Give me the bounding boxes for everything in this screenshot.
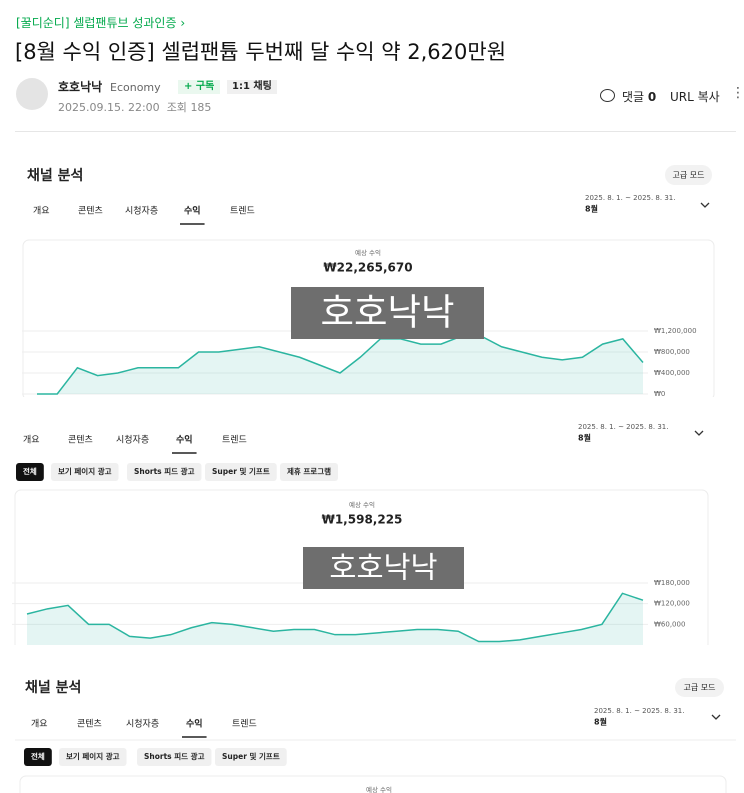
chart-label: 예상 수익 <box>349 500 375 509</box>
tab[interactable]: 수익 <box>184 205 201 217</box>
filter-label: 보기 페이지 광고 <box>66 751 120 761</box>
mode-label: 고급 모드 <box>684 683 716 692</box>
filter-chip[interactable] <box>51 463 119 481</box>
mode-button[interactable] <box>665 165 712 185</box>
tab[interactable]: 개요 <box>33 206 50 217</box>
chart-label: 예상 수익 <box>366 785 392 793</box>
screenshot-gap <box>0 645 744 665</box>
subscribe-text: 구독 <box>195 81 215 92</box>
filter-chip[interactable] <box>280 463 339 481</box>
tab[interactable]: 개요 <box>31 719 48 730</box>
tab[interactable]: 수익 <box>176 434 193 446</box>
grade: Economy <box>110 81 161 94</box>
chart-total: ₩22,265,670 <box>323 261 412 275</box>
chevron[interactable] <box>711 714 721 720</box>
tab[interactable]: 트렌드 <box>222 435 247 446</box>
y-tick-label: ₩800,000 <box>654 348 690 356</box>
month: 8월 <box>594 717 607 727</box>
filter-chip[interactable] <box>127 463 202 481</box>
date-range: 2025. 8. 1. ~ 2025. 8. 31. <box>594 707 684 715</box>
area <box>27 593 643 645</box>
filter-label: Shorts 피드 광고 <box>144 751 205 761</box>
watermark: 호호낙낙 <box>321 291 455 334</box>
filter-label: 전체 <box>31 751 45 761</box>
date-range: 2025. 8. 1. ~ 2025. 8. 31. <box>585 194 675 202</box>
tab[interactable]: 시청자층 <box>126 719 159 730</box>
filter-chip[interactable] <box>137 748 212 766</box>
filter-label: Shorts 피드 광고 <box>134 466 195 476</box>
date: 2025.09.15. 22:00 <box>58 101 160 114</box>
filter-label: Super 및 기프트 <box>212 466 270 476</box>
tab[interactable]: 콘텐츠 <box>77 719 102 730</box>
chart-label: 예상 수익 <box>355 248 381 257</box>
filter-label: Super 및 기프트 <box>222 751 280 761</box>
y-tick-label: ₩1,200,000 <box>654 327 697 335</box>
views-label: 조회 <box>166 101 187 114</box>
post-meta: 2025.09.15. 22:00 조회 185 <box>58 102 211 113</box>
filter-chip[interactable] <box>16 463 44 481</box>
tab[interactable]: 트렌드 <box>230 206 255 217</box>
tab[interactable]: 시청자층 <box>125 206 158 217</box>
panel-heading: 채널 분석 <box>27 168 83 184</box>
comment-icon[interactable] <box>600 89 615 102</box>
filter-chip[interactable] <box>59 748 127 766</box>
y-tick-label: ₩60,000 <box>654 620 685 628</box>
url-copy[interactable]: URL 복사 <box>670 90 720 104</box>
comments-count: 0 <box>647 90 657 104</box>
watermark-box <box>303 547 464 589</box>
more-menu[interactable]: ⋮ <box>731 85 744 101</box>
views: 185 <box>190 101 212 114</box>
chevron[interactable] <box>694 430 704 436</box>
y-tick-label: ₩180,000 <box>654 579 690 587</box>
y-tick-label: ₩400,000 <box>654 369 690 377</box>
area <box>37 336 643 394</box>
panel-heading: 채널 분석 <box>25 680 81 696</box>
avatar[interactable] <box>16 78 48 110</box>
tab[interactable]: 수익 <box>186 718 203 730</box>
month: 8월 <box>585 204 598 214</box>
y-tick-label: ₩120,000 <box>654 600 690 608</box>
filter-chip[interactable] <box>24 748 52 766</box>
watermark-box <box>291 287 484 339</box>
tab[interactable]: 콘텐츠 <box>78 206 103 217</box>
filter-chip[interactable] <box>205 463 277 481</box>
divider <box>15 131 736 132</box>
tab[interactable]: 콘텐츠 <box>68 435 93 446</box>
chevron[interactable] <box>700 202 710 208</box>
chat-button[interactable]: 1:1 채팅 <box>227 80 277 94</box>
mode-button[interactable] <box>675 678 724 697</box>
y-tick-label: ₩0 <box>654 390 665 398</box>
screenshot-gap <box>0 397 744 418</box>
chart-card <box>19 775 727 793</box>
breadcrumb-text: [꿀디순디] 셀럽팬튜브 성과인증 <box>16 16 177 30</box>
breadcrumb[interactable]: [꿀디순디] 셀럽팬튜브 성과인증 › <box>16 16 186 30</box>
filter-label: 전체 <box>23 466 37 476</box>
month: 8월 <box>578 433 591 443</box>
post-title: [8월 수익 인증] 셀럽팬튭 두번째 달 수익 약 2,620만원 <box>15 40 507 64</box>
line <box>26 592 644 643</box>
chart-total: ₩1,598,225 <box>322 513 403 527</box>
date-range: 2025. 8. 1. ~ 2025. 8. 31. <box>578 423 668 431</box>
comments-label: 댓글 <box>622 90 645 104</box>
comments[interactable]: 댓글 0 <box>622 91 656 103</box>
subscribe-button[interactable]: + 구독 <box>178 80 221 94</box>
filter-label: 보기 페이지 광고 <box>58 466 112 476</box>
line <box>37 335 644 395</box>
tab[interactable]: 시청자층 <box>116 435 149 446</box>
tab[interactable]: 트렌드 <box>232 719 257 730</box>
mode-label: 고급 모드 <box>673 171 705 180</box>
filter-label: 제휴 프로그램 <box>287 466 331 476</box>
watermark: 호호낙낙 <box>329 551 437 585</box>
filter-chip[interactable] <box>215 748 287 766</box>
tab[interactable]: 개요 <box>23 435 40 446</box>
author[interactable]: 호호낙낙 <box>58 80 103 94</box>
